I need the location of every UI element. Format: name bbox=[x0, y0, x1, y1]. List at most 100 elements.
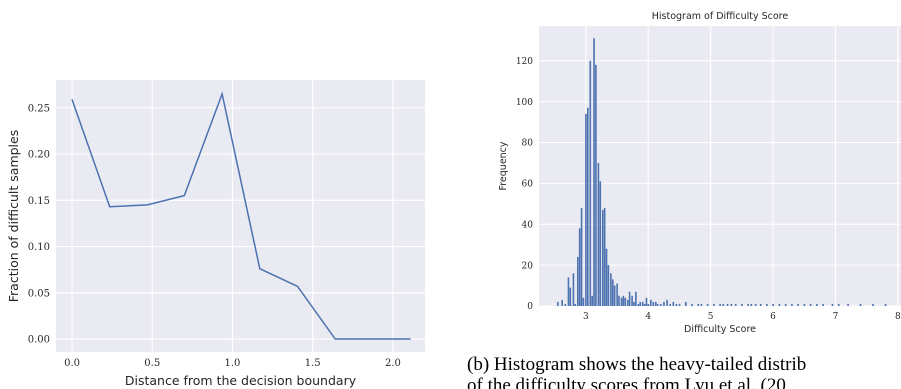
right-histogram-bar bbox=[722, 303, 725, 306]
left-x-tick-label: 2.0 bbox=[385, 358, 401, 369]
right-histogram-bar bbox=[691, 303, 693, 306]
right-histogram-bar bbox=[628, 291, 631, 306]
right-histogram-bar bbox=[766, 303, 768, 306]
right-histogram-bar bbox=[734, 303, 737, 306]
right-histogram-bar bbox=[637, 303, 640, 306]
right-histogram-bar bbox=[569, 287, 572, 306]
right-histogram-bar bbox=[809, 303, 812, 306]
right-histogram-bar bbox=[772, 303, 774, 306]
right-histogram-bar bbox=[872, 303, 874, 306]
right-histogram-bar bbox=[660, 303, 662, 306]
right-histogram-bar bbox=[803, 303, 806, 306]
right-y-tick-label: 20 bbox=[522, 261, 534, 271]
right-histogram-bar bbox=[859, 303, 862, 306]
caption-line-2: of the difficulty scores from Lyu et al.… bbox=[467, 375, 786, 389]
right-histogram-bar bbox=[597, 162, 600, 306]
right-histogram-bar bbox=[601, 209, 604, 306]
right-y-tick-label: 40 bbox=[522, 220, 534, 230]
right-y-tick-label: 120 bbox=[516, 57, 533, 67]
right-y-tick-label: 60 bbox=[522, 180, 534, 190]
left-x-axis-label: Distance from the decision boundary bbox=[125, 373, 357, 388]
right-x-tick-label: 8 bbox=[895, 312, 901, 322]
left-series-line bbox=[71, 91, 411, 340]
right-histogram-bar bbox=[561, 299, 564, 306]
right-histogram-bar bbox=[778, 303, 781, 306]
right-histogram-bar bbox=[622, 295, 625, 306]
right-histogram-bar bbox=[582, 297, 585, 306]
right-histogram-bar bbox=[557, 301, 559, 306]
right-y-axis-label: Frequency bbox=[498, 141, 509, 190]
right-histogram-bar bbox=[639, 301, 642, 306]
right-histogram-bar bbox=[635, 291, 637, 306]
right-histogram-bar bbox=[603, 207, 606, 306]
right-histogram-bar bbox=[624, 297, 627, 306]
right-chart-title: Histogram of Difficulty Score bbox=[652, 11, 789, 22]
right-histogram-bar bbox=[641, 301, 644, 306]
right-histogram-bar bbox=[672, 301, 675, 306]
right-histogram-bar bbox=[605, 248, 608, 306]
right-histogram-bar bbox=[587, 107, 589, 306]
right-histogram-bar bbox=[626, 299, 629, 306]
right-histogram-bar bbox=[647, 303, 650, 306]
right-histogram-bar bbox=[595, 64, 597, 306]
right-histogram-bar bbox=[797, 303, 799, 306]
right-histogram-bar bbox=[656, 303, 659, 306]
left-plot-area bbox=[56, 80, 425, 352]
left-y-tick-label: 0.15 bbox=[28, 196, 50, 207]
right-histogram-bar bbox=[754, 303, 757, 306]
left-x-tick-label: 1.5 bbox=[305, 358, 321, 369]
right-histogram-bar bbox=[577, 256, 579, 306]
right-histogram-bar bbox=[678, 303, 681, 306]
right-histogram-bar bbox=[620, 297, 623, 306]
right-plot-area bbox=[539, 26, 901, 306]
right-histogram-bar bbox=[666, 299, 668, 306]
right-histogram-bar bbox=[593, 38, 595, 306]
right-histogram-bar bbox=[585, 113, 587, 306]
right-histogram-bar bbox=[713, 303, 715, 306]
right-histogram-bar bbox=[750, 303, 753, 306]
right-histogram-bar bbox=[747, 303, 749, 306]
right-histogram-bar bbox=[618, 295, 620, 306]
right-y-tick-label: 100 bbox=[516, 98, 533, 108]
right-histogram-bar bbox=[847, 303, 849, 306]
right-histogram-bar bbox=[580, 207, 583, 306]
left-y-tick-label: 0.20 bbox=[28, 150, 50, 161]
right-histogram-bar bbox=[616, 283, 618, 306]
right-histogram-bar bbox=[599, 181, 602, 306]
right-x-axis-label: Difficulty Score bbox=[684, 324, 756, 335]
left-x-tick-label: 1.0 bbox=[225, 358, 241, 369]
right-histogram-bar bbox=[700, 303, 703, 306]
right-histogram-bar bbox=[574, 303, 577, 306]
right-histogram-bar bbox=[791, 303, 793, 306]
right-x-tick-label: 6 bbox=[770, 312, 776, 322]
right-histogram-bar bbox=[816, 303, 818, 306]
right-histogram-bar bbox=[669, 303, 671, 306]
right-x-tick-label: 4 bbox=[645, 312, 651, 322]
right-histogram-bar bbox=[726, 303, 729, 306]
right-histogram-bar bbox=[567, 277, 570, 306]
right-histogram-bar bbox=[631, 295, 633, 306]
right-histogram-bar bbox=[611, 279, 614, 306]
right-y-tick-label: 80 bbox=[522, 139, 534, 149]
right-histogram-bar bbox=[697, 303, 700, 306]
left-y-tick-label: 0.10 bbox=[28, 242, 50, 253]
right-histogram-bar bbox=[684, 301, 687, 306]
right-histogram-bar bbox=[589, 60, 592, 306]
caption-line-1: (b) Histogram shows the heavy-tailed dis… bbox=[467, 354, 807, 375]
right-histogram-bar bbox=[643, 303, 646, 306]
left-y-tick-label: 0.00 bbox=[28, 335, 50, 346]
right-histogram-bar bbox=[564, 303, 567, 306]
left-y-tick-label: 0.25 bbox=[28, 103, 50, 114]
right-histogram-bar bbox=[741, 303, 743, 306]
right-x-tick-label: 7 bbox=[833, 312, 839, 322]
right-histogram-bar bbox=[706, 303, 709, 306]
right-histogram-bar bbox=[719, 303, 721, 306]
right-histogram-bar bbox=[572, 273, 575, 306]
right-histogram-bar bbox=[607, 265, 610, 306]
right-histogram-bar bbox=[645, 297, 648, 306]
figure-caption: (b) Histogram shows the heavy-tailed dis… bbox=[467, 354, 901, 389]
right-histogram-bar bbox=[822, 303, 824, 306]
right-y-tick-label: 0 bbox=[527, 302, 533, 312]
